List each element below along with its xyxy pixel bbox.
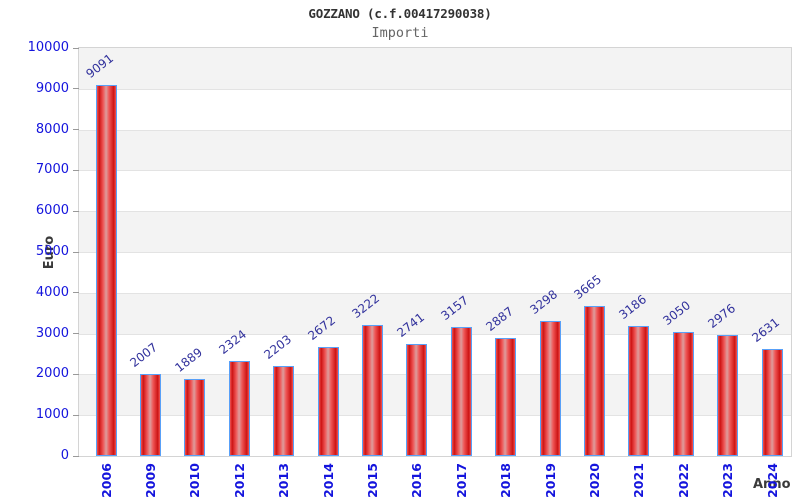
bar-2006	[95, 85, 117, 456]
x-tick-label-text: 2022	[675, 462, 691, 498]
y-tick-label: 7000	[35, 162, 69, 178]
x-axis-title: Anno	[753, 477, 791, 492]
bar-2019	[539, 321, 561, 456]
gridline	[79, 374, 791, 376]
plot-band	[79, 333, 791, 375]
x-tick-label-text: 2014	[320, 462, 336, 498]
x-tick-label: 2016	[395, 458, 439, 502]
plot-band	[79, 211, 791, 252]
plot-band	[79, 48, 791, 89]
x-tick-label-text: 2013	[276, 462, 292, 498]
x-tick-label: 2018	[484, 458, 528, 502]
x-tick-label: 2006	[84, 458, 128, 502]
gridline	[79, 415, 791, 417]
x-tick-label-text: 2023	[720, 462, 736, 498]
bar-2021	[628, 326, 650, 456]
y-tick-mark	[73, 169, 79, 171]
bar-2013	[273, 366, 295, 456]
x-tick-label-text: 2020	[586, 462, 602, 498]
x-tick-label: 2012	[217, 458, 261, 502]
y-tick-label: 5000	[35, 244, 69, 259]
gridline	[79, 333, 791, 335]
y-tick-mark	[73, 333, 79, 335]
x-tick-label: 2023	[706, 458, 750, 502]
gridline	[79, 211, 791, 213]
gridline	[79, 252, 791, 253]
gridline	[79, 88, 791, 90]
x-tick-label: 2019	[528, 458, 572, 502]
y-tick-label: 1000	[35, 407, 69, 423]
y-tick-mark	[73, 455, 79, 457]
y-tick-label: 0	[60, 448, 69, 463]
y-tick-label: 9000	[35, 80, 69, 96]
chart-subtitle: Importi	[371, 25, 429, 41]
gridline	[79, 129, 791, 131]
y-tick-label: 10000	[27, 40, 69, 55]
x-tick-label-text: 2015	[364, 462, 380, 498]
x-tick-label: 2017	[439, 458, 483, 502]
y-tick-mark	[73, 210, 79, 212]
bar-2010	[184, 378, 206, 456]
bar-2020	[583, 306, 605, 456]
bar-2016	[406, 344, 428, 456]
y-tick-mark	[73, 129, 79, 131]
y-tick-label: 8000	[35, 121, 69, 137]
plot-band	[79, 129, 791, 171]
x-tick-label-text: 2017	[453, 462, 469, 498]
x-tick-label-text: 2009	[142, 462, 158, 498]
x-tick-label-text: 2021	[631, 462, 647, 498]
y-tick-mark	[73, 88, 79, 90]
chart-title: GOZZANO (c.f.00417290038)	[308, 6, 492, 21]
y-tick-mark	[73, 47, 79, 49]
x-tick-label-text: 2006	[98, 462, 114, 498]
x-tick-label: 2009	[128, 458, 172, 502]
x-tick-label-text: 2012	[231, 462, 247, 498]
y-tick-label: 6000	[35, 203, 69, 219]
y-tick-label: 2000	[35, 366, 69, 382]
bar-2015	[361, 324, 383, 456]
x-tick-label: 2021	[617, 458, 661, 502]
y-tick-label: 4000	[35, 284, 69, 300]
x-tick-label: 2020	[572, 458, 616, 502]
bar-2009	[139, 374, 161, 456]
plot-band	[79, 170, 791, 212]
y-tick-label: 3000	[35, 325, 69, 341]
bar-2024	[761, 348, 783, 456]
bar-2017	[450, 327, 472, 456]
x-tick-label-text: 2019	[542, 462, 558, 498]
bar-2022	[672, 331, 694, 456]
plot-area: Euro Anno 0 1000 2000 3000 4000 5000 6000 7000 8…	[28, 40, 792, 497]
bar-2018	[495, 338, 517, 456]
plot-band	[79, 292, 791, 334]
x-tick-label: 2014	[306, 458, 350, 502]
x-tick-label: 2015	[350, 458, 394, 502]
x-tick-label-text: 2018	[498, 462, 514, 498]
x-tick-label-text: 2016	[409, 462, 425, 498]
x-tick-label: 2013	[262, 458, 306, 502]
plot-band	[79, 88, 791, 130]
x-tick-label: 2010	[173, 458, 217, 502]
x-tick-label-text: 2010	[187, 462, 203, 498]
y-tick-mark	[73, 373, 79, 375]
gridline	[79, 170, 791, 172]
bar-2023	[717, 334, 739, 456]
y-tick-mark	[73, 414, 79, 416]
y-tick-mark	[73, 251, 79, 253]
plot-band	[79, 252, 791, 293]
bar-2012	[228, 361, 250, 456]
y-tick-mark	[73, 292, 79, 294]
x-tick-label: 2022	[661, 458, 705, 502]
bar-2014	[317, 346, 339, 456]
gridline	[79, 292, 791, 294]
x-tick-label: 2024	[750, 458, 794, 502]
x-tick-label-text: 2024	[764, 462, 780, 498]
